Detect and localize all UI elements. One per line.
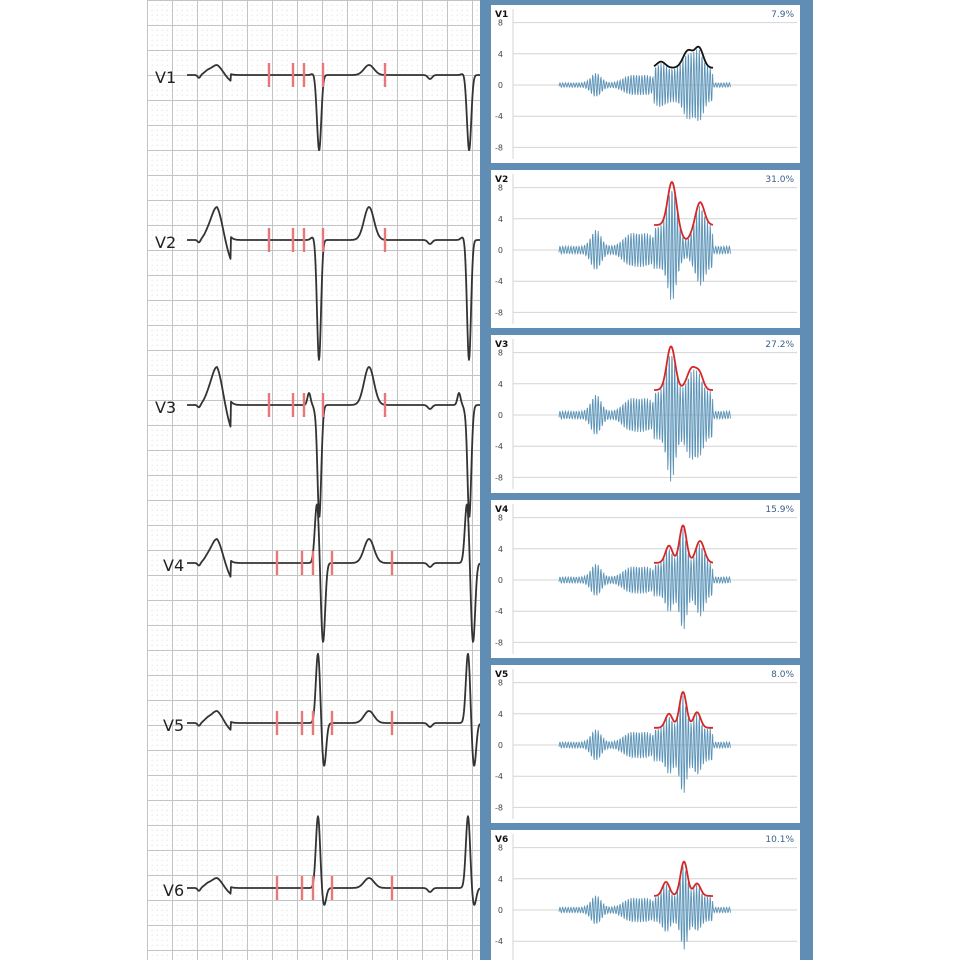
ecg-lead-label: V1 [155,68,176,87]
ecg-lead-v4: V4 [163,503,480,643]
y-tick-label: -8 [495,143,503,152]
y-tick-label: 4 [498,50,503,59]
y-tick-label: -8 [495,638,503,647]
ecg-strip: V1 V2 V3 V4 V5 V6 [147,0,480,960]
y-tick-label: 4 [498,380,503,389]
y-tick-label: -4 [495,277,503,286]
spectral-plot-v2: 8 4 0 -4 -8 V2 31.0% [491,170,800,328]
y-tick-label: -8 [495,803,503,812]
spectral-plot-v4: 8 4 0 -4 -8 V4 15.9% [491,500,800,658]
y-tick-label: 0 [498,576,503,585]
ecg-lead-label: V6 [163,881,184,900]
y-tick-label: 0 [498,246,503,255]
y-tick-label: -4 [495,442,503,451]
envelope-line [653,45,714,69]
ecg-lead-v5: V5 [163,652,480,767]
y-tick-label: 8 [498,844,503,853]
y-tick-label: 4 [498,710,503,719]
ecg-lead-v1: V1 [155,63,480,152]
y-tick-label: 0 [498,906,503,915]
plot-title: V6 [495,835,508,845]
spectral-plot-v1: 8 4 0 -4 -8 V1 7.9% [491,5,800,163]
y-tick-label: 0 [498,411,503,420]
spectral-plot-v5: 8 4 0 -4 -8 V5 8.0% [491,665,800,823]
y-tick-label: 8 [498,349,503,358]
ecg-trace [186,652,480,767]
waveform-trace [558,191,732,300]
envelope-line [653,524,714,564]
y-tick-label: 0 [498,81,503,90]
y-tick-label: 8 [498,184,503,193]
plot-title: V5 [495,670,508,680]
y-tick-label: -4 [495,607,503,616]
y-tick-label: 8 [498,679,503,688]
y-tick-label: 4 [498,215,503,224]
plot-annotation: 27.2% [765,340,794,350]
envelope-line [653,181,714,240]
y-tick-label: -4 [495,937,503,946]
envelope-line [653,860,714,897]
ecg-trace [186,206,480,361]
spectral-plot-v3: 8 4 0 -4 -8 V3 27.2% [491,335,800,493]
ecg-lead-v3: V3 [155,366,480,518]
y-tick-label: -8 [495,308,503,317]
y-tick-label: -4 [495,772,503,781]
ecg-lead-v2: V2 [155,206,480,361]
ecg-trace [186,503,480,643]
plot-title: V2 [495,175,508,185]
ecg-trace [186,366,480,518]
spectral-panel: 8 4 0 -4 -8 V1 7.9% 8 4 0 -4 -8 V2 31.0% 8 4 0 -4 -8 V3 27.2… [480,0,813,960]
y-tick-label: 8 [498,514,503,523]
ecg-lead-label: V2 [155,233,176,252]
waveform-trace [558,866,732,950]
y-tick-label: 8 [498,19,503,28]
ecg-lead-label: V5 [163,716,184,735]
plot-title: V3 [495,340,508,350]
envelope-line [653,345,714,391]
envelope-line [653,691,714,729]
plot-title: V1 [495,10,508,20]
plot-annotation: 15.9% [765,505,794,515]
y-tick-label: 4 [498,545,503,554]
y-tick-label: -4 [495,112,503,121]
y-tick-label: 0 [498,741,503,750]
plot-title: V4 [495,505,508,515]
ecg-grid [147,0,480,960]
plot-annotation: 7.9% [771,10,794,20]
ecg-lead-label: V4 [163,556,184,575]
spectral-plot-v6: 8 4 0 -4 V6 10.1% [491,830,800,960]
plot-annotation: 31.0% [765,175,794,185]
ecg-trace [186,64,480,152]
waveform-trace [558,49,732,122]
y-tick-label: 4 [498,875,503,884]
waveform-trace [558,356,732,482]
plot-annotation: 10.1% [765,835,794,845]
plot-annotation: 8.0% [771,670,794,680]
ecg-lead-label: V3 [155,398,176,417]
y-tick-label: -8 [495,473,503,482]
ecg-trace [186,815,480,906]
waveform-trace [558,695,732,793]
waveform-trace [558,529,732,630]
ecg-lead-v6: V6 [163,815,480,906]
ecg-minor-grid [147,0,480,960]
